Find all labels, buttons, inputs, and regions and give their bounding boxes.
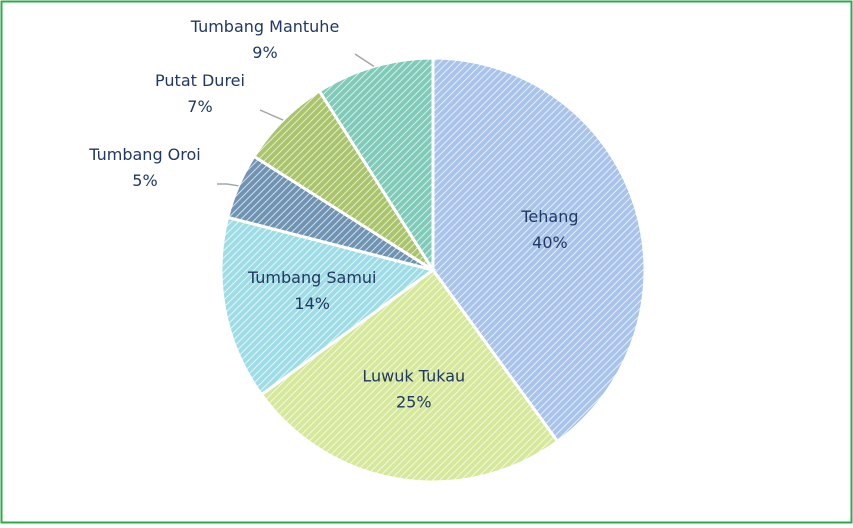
slice-value-label: 40% (532, 233, 568, 252)
slice-value-label: 14% (294, 294, 330, 313)
pie-slice (317, 56, 435, 276)
slice-label: Tumbang Mantuhe (190, 17, 340, 36)
leader-line (259, 109, 284, 121)
slice-label: Luwuk Tukau (362, 366, 465, 385)
slice-label: Putat Durei (155, 71, 245, 90)
pie-slice (219, 215, 437, 397)
leader-line (354, 53, 375, 68)
leader-line (217, 183, 239, 187)
slice-value-label: 7% (187, 97, 212, 116)
slice-label: Tumbang Samui (247, 268, 377, 287)
slice-value-label: 9% (252, 43, 277, 62)
slice-label: Tumbang Oroi (88, 145, 200, 164)
slice-value-label: 5% (132, 171, 157, 190)
pie-slice (431, 56, 647, 444)
slice-value-label: 25% (396, 392, 432, 411)
pie-slice (259, 267, 560, 484)
slice-label: Tehang (520, 207, 578, 226)
